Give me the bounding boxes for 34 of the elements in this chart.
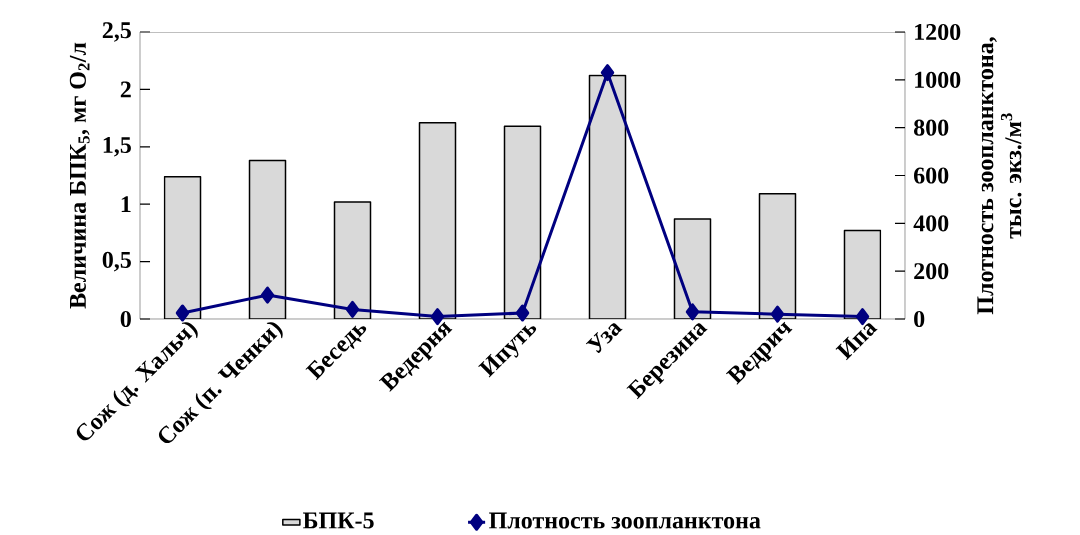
bar <box>418 121 457 319</box>
bar <box>588 74 627 319</box>
bar <box>843 229 882 319</box>
point <box>515 304 530 322</box>
legend-label: БПК-5 <box>303 512 374 529</box>
y2-axis-title: Плотность зоопланктона, тыс. экз./м$^{3}$ <box>977 37 1022 315</box>
y2-tick-label: 800 <box>913 119 949 136</box>
y2-tick-label: 1000 <box>915 71 961 88</box>
point <box>345 300 360 318</box>
y2-tick-label: 400 <box>913 215 949 232</box>
point <box>175 304 190 322</box>
y-tick-label: 0,5 <box>102 251 131 272</box>
bar <box>163 175 202 319</box>
x-tick-label: Ипа <box>835 323 878 361</box>
bar <box>248 159 287 319</box>
y2-tick-label: 600 <box>914 167 949 184</box>
point <box>600 64 615 82</box>
y-tick-label: 1 <box>121 196 131 213</box>
y-axis-title: Величина БПК$_{5}$, мг O$_{2}$/л <box>69 42 90 309</box>
bar <box>758 193 797 319</box>
legend-label: Плотность зоопланктона <box>489 512 761 529</box>
point <box>260 286 275 304</box>
y2-tick-label: 200 <box>914 263 949 280</box>
bar <box>503 125 542 319</box>
x-tick-label: Уза <box>585 323 623 354</box>
y-tick-label: 0 <box>120 310 131 328</box>
y-tick-label: 2 <box>120 81 131 98</box>
y-tick-label: 1,5 <box>103 137 131 157</box>
point <box>770 305 785 323</box>
y2-tick-label: 1200 <box>915 23 961 41</box>
bar <box>333 201 372 319</box>
y-tick-label: 2,5 <box>102 22 131 42</box>
y2-tick-label: 0 <box>914 310 925 328</box>
point <box>685 303 700 321</box>
